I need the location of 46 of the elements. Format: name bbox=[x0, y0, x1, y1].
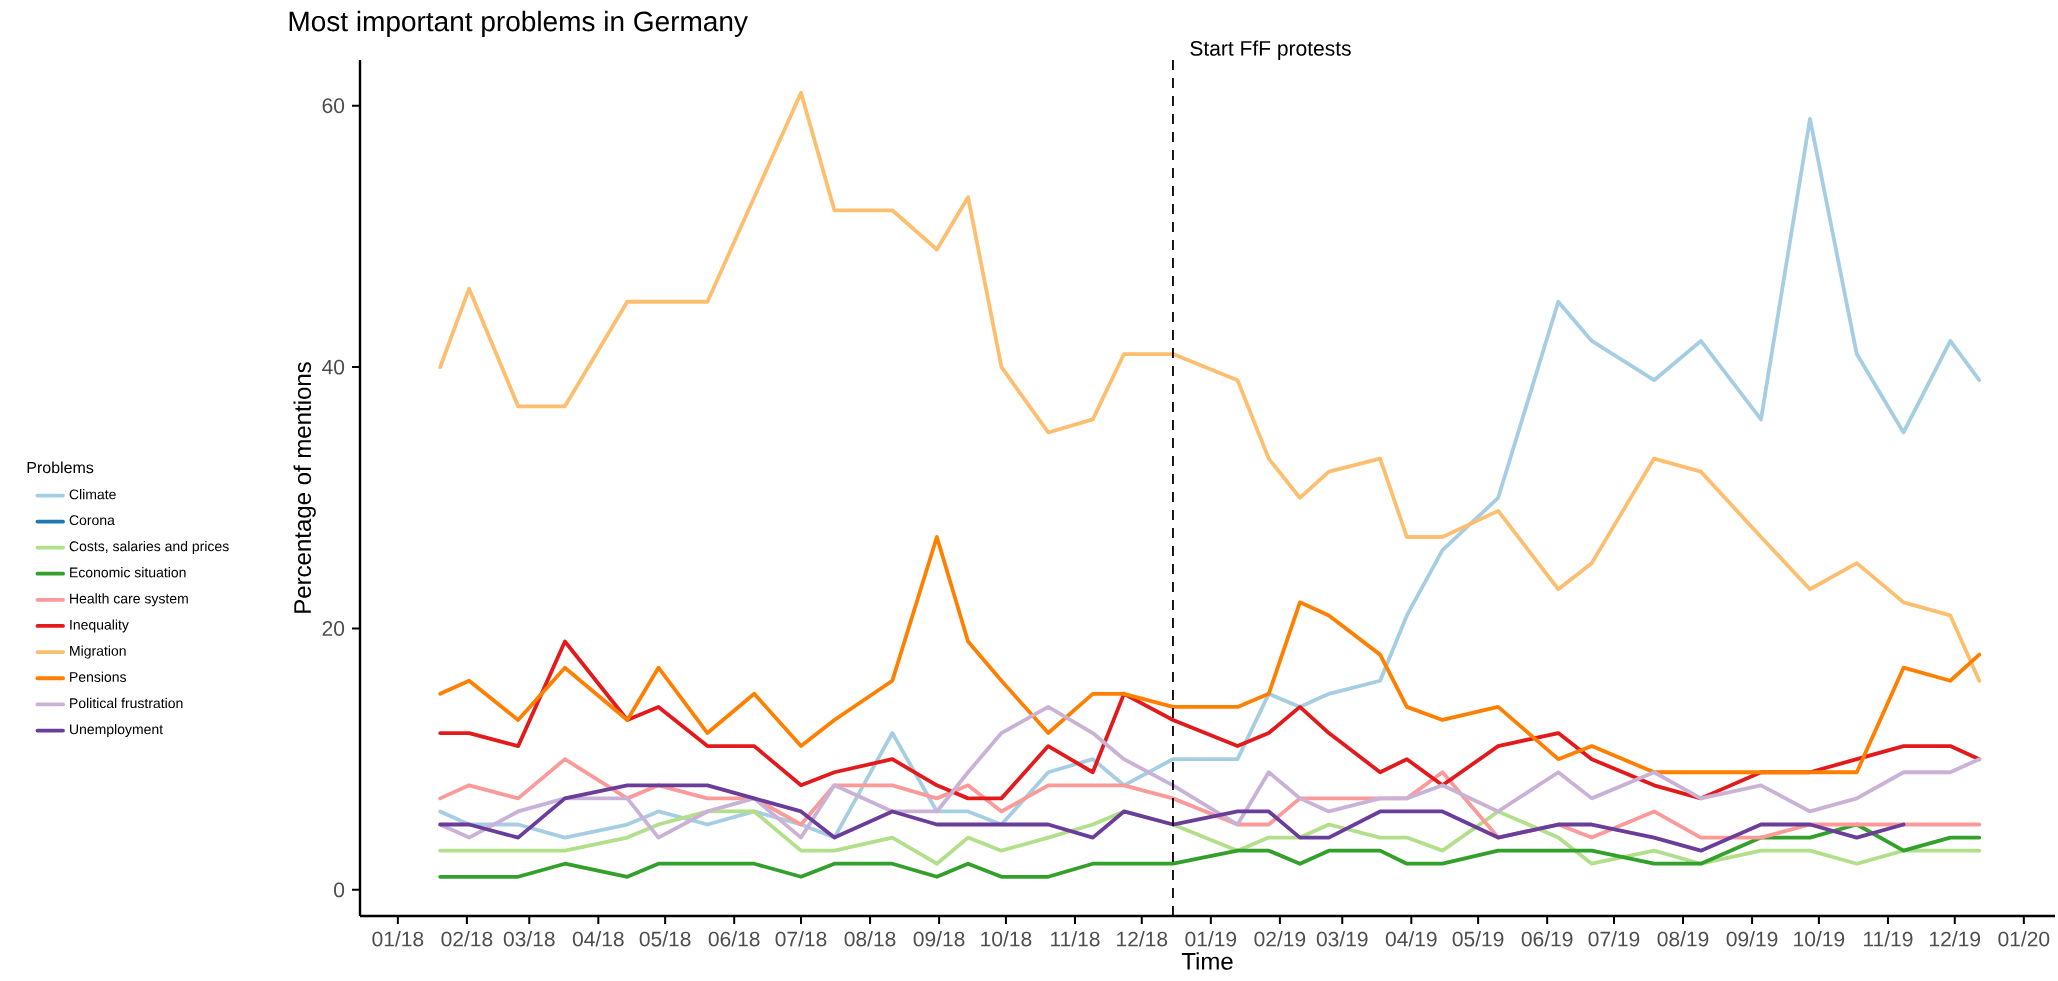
x-tick-label: 06/19 bbox=[1521, 931, 1573, 947]
y-tick-label: 20 bbox=[322, 621, 345, 636]
x-tick-label: 06/18 bbox=[708, 931, 760, 947]
x-tick-label: 07/18 bbox=[775, 931, 827, 947]
legend-label: Migration bbox=[70, 645, 126, 659]
x-tick-label: 12/19 bbox=[1930, 931, 1981, 947]
y-tick-label: 40 bbox=[322, 359, 345, 375]
x-tick-label: 08/18 bbox=[844, 931, 896, 947]
x-tick-label: 05/18 bbox=[639, 931, 691, 947]
x-tick-label: 10/19 bbox=[1794, 931, 1845, 947]
legend-label: Corona bbox=[69, 515, 115, 526]
x-tick-label: 11/18 bbox=[1051, 931, 1100, 947]
x-tick-label: 02/18 bbox=[441, 931, 493, 947]
x-tick-label: 10/18 bbox=[981, 931, 1032, 947]
x-tick-label: 07/19 bbox=[1588, 931, 1640, 947]
legend-label: Unemployment bbox=[70, 723, 163, 738]
x-tick-label: 01/18 bbox=[372, 931, 424, 947]
x-tick-label: 03/19 bbox=[1316, 931, 1368, 947]
legend-label: Pensions bbox=[70, 671, 127, 682]
legend-label: Costs, salaries and prices bbox=[69, 540, 229, 555]
x-tick-label: 08/19 bbox=[1657, 931, 1709, 947]
legend-label: Climate bbox=[69, 489, 116, 500]
legend-label: Health care system bbox=[70, 593, 188, 607]
x-tick-label: 09/18 bbox=[913, 931, 965, 947]
x-tick-label: 09/19 bbox=[1726, 931, 1778, 947]
x-tick-label: 04/18 bbox=[572, 931, 624, 947]
x-tick-label: 01/19 bbox=[1185, 931, 1237, 947]
y-tick-label: 0 bbox=[334, 882, 345, 898]
legend-label: Political frustration bbox=[70, 697, 183, 709]
line-series bbox=[438, 705, 1982, 840]
x-tick-label: 12/18 bbox=[1117, 931, 1168, 947]
x-tick-label: 05/19 bbox=[1452, 931, 1504, 947]
x-tick-label: 03/18 bbox=[503, 931, 555, 947]
x-tick-label: 01/20 bbox=[1998, 931, 2050, 947]
legend-title: Problems bbox=[27, 461, 94, 474]
x-axis-title: Time bbox=[1181, 952, 1233, 970]
x-tick-label: 02/19 bbox=[1254, 931, 1306, 947]
y-axis-title: Percentage of mentions bbox=[293, 362, 316, 613]
legend-label: Economic situation bbox=[70, 567, 186, 578]
x-tick-label: 04/19 bbox=[1385, 931, 1437, 947]
chart-title: Most important problems in Germany bbox=[289, 10, 748, 37]
y-tick-label: 60 bbox=[322, 98, 345, 114]
legend-label: Inequality bbox=[70, 619, 129, 633]
x-tick-label: 11/19 bbox=[1864, 931, 1913, 947]
line-series bbox=[438, 116, 1982, 840]
ref-line-label: Start FfF protests bbox=[1190, 40, 1351, 60]
